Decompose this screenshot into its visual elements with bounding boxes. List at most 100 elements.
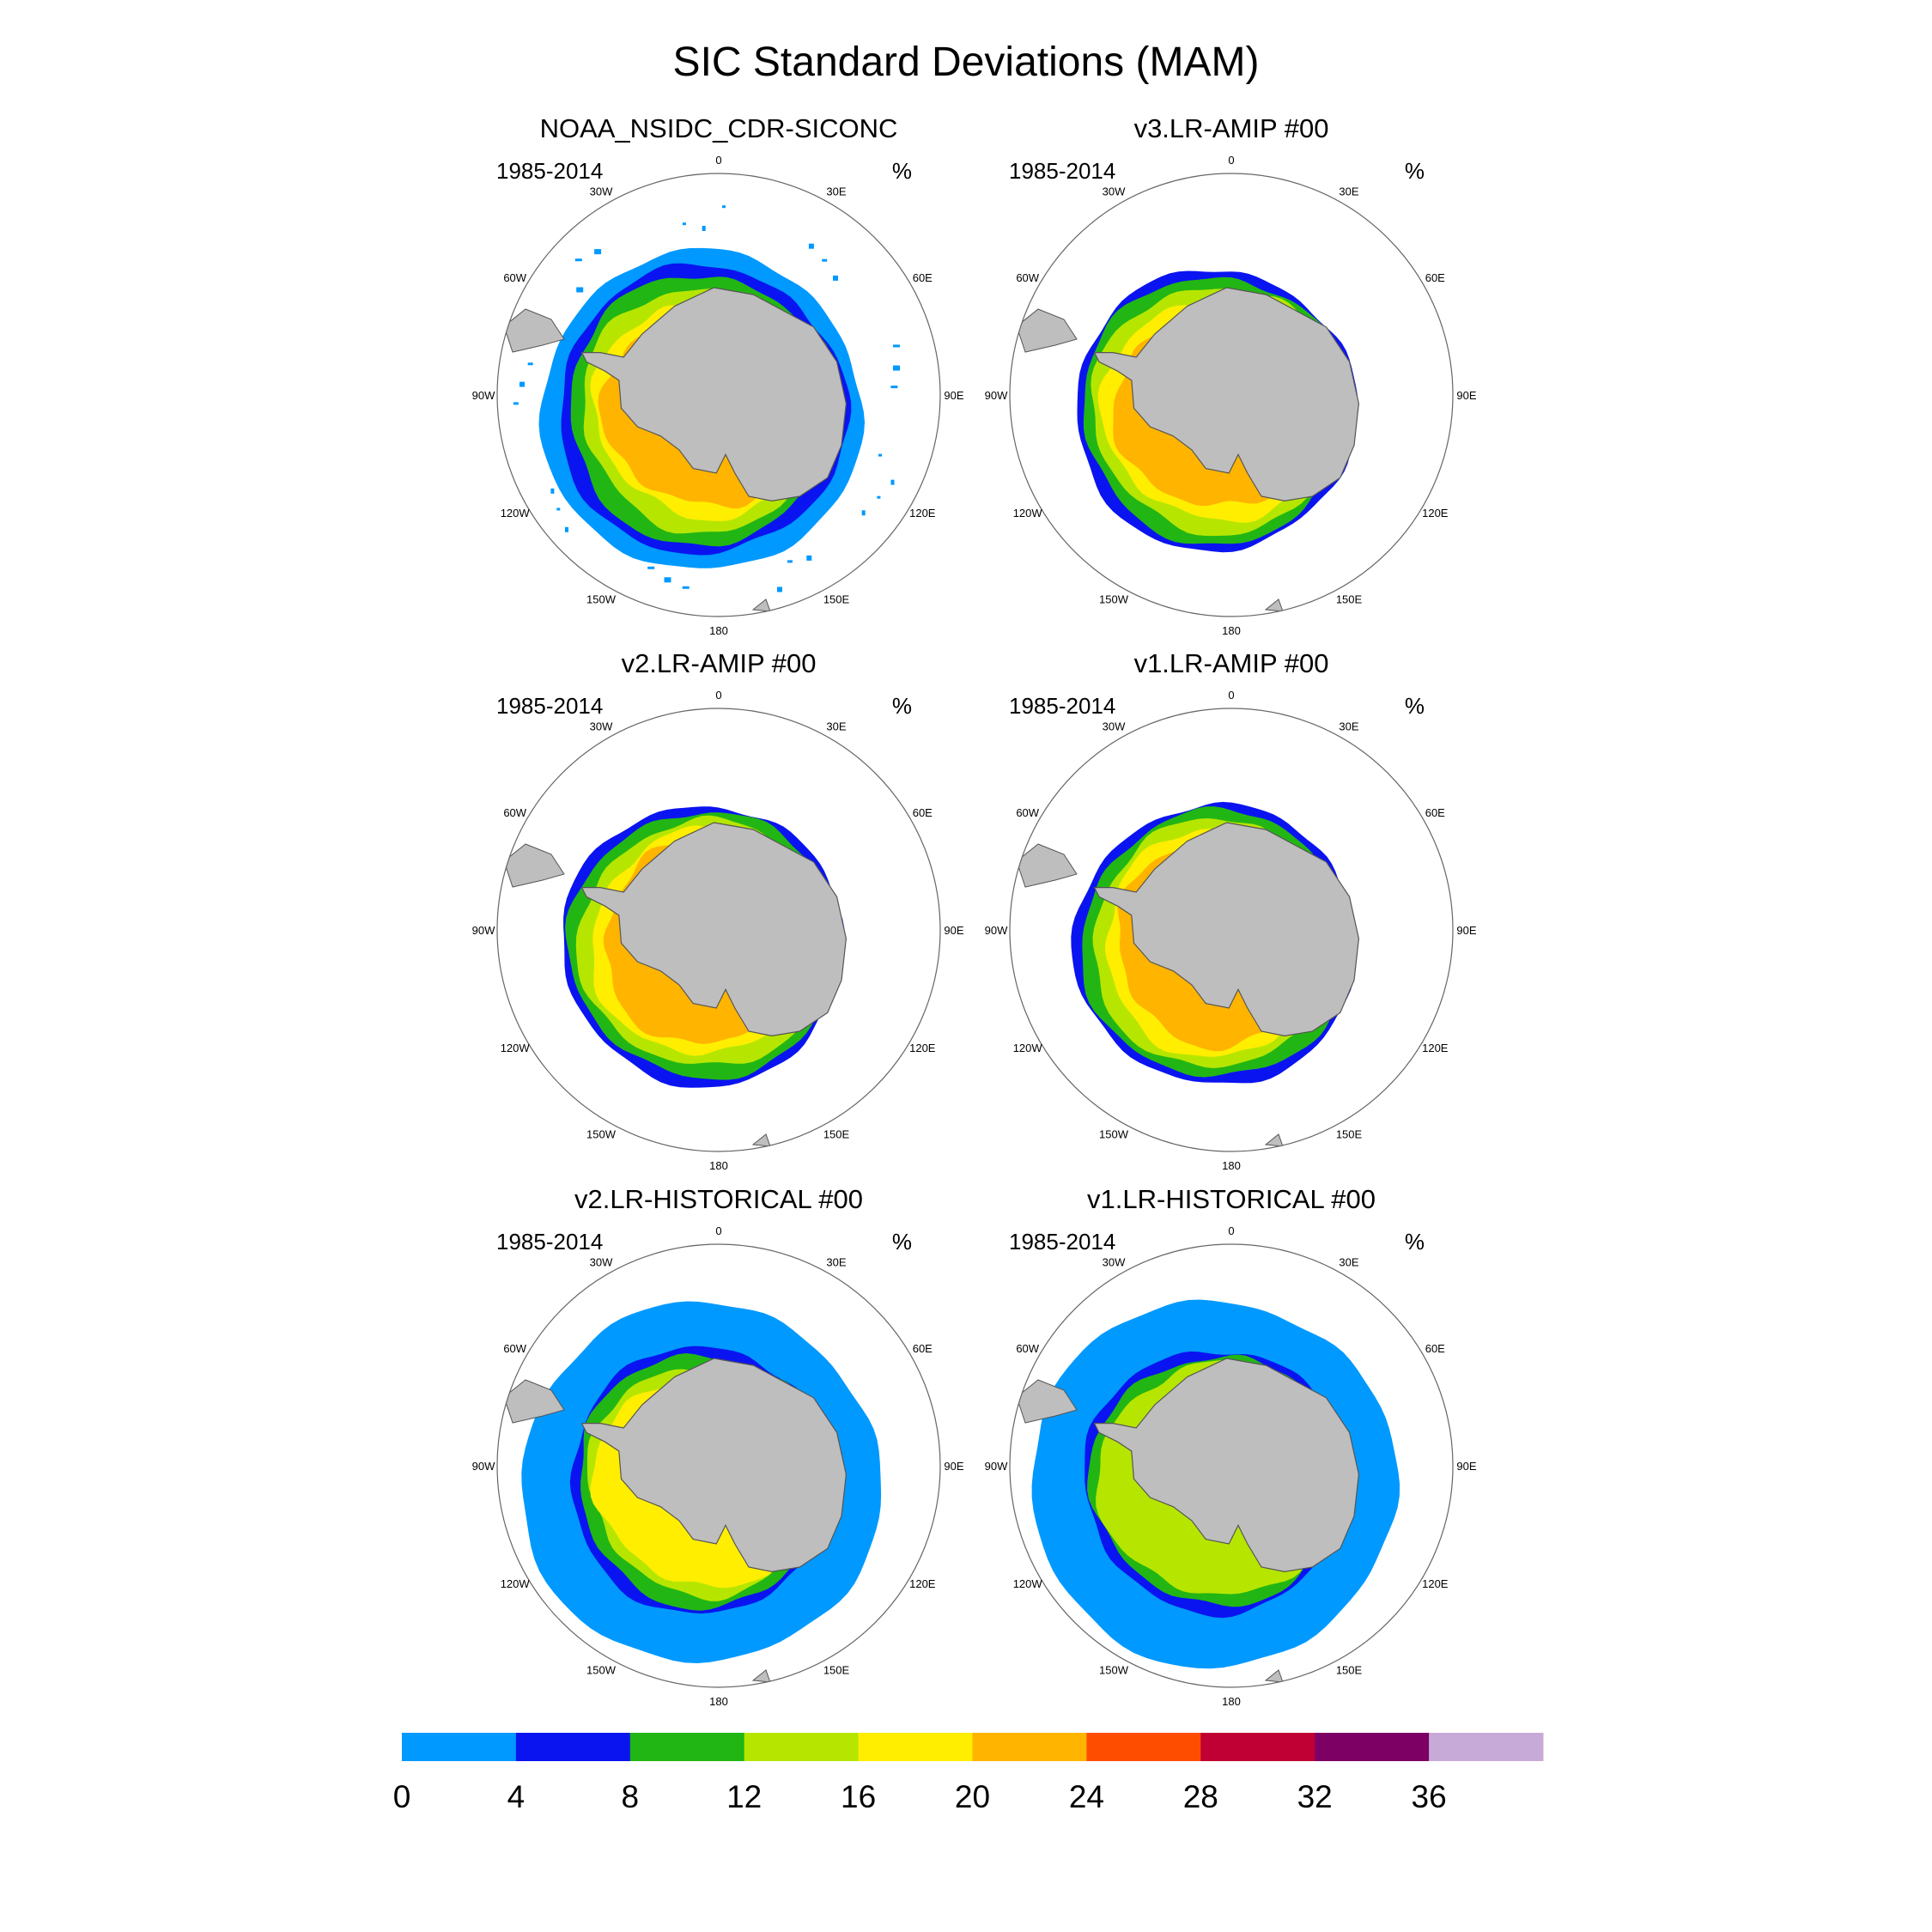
longitude-label: 120W (501, 507, 531, 519)
new-zealand-land (1264, 1133, 1284, 1147)
south-america-land (1016, 843, 1078, 888)
sic-fragment (861, 510, 866, 516)
longitude-label: 30W (590, 720, 613, 733)
color-bar-swatch (1315, 1733, 1430, 1761)
longitude-label: 60E (1425, 271, 1445, 284)
sic-fragment (893, 365, 900, 371)
sic-fragment (702, 226, 706, 231)
longitude-label: 90W (985, 389, 1008, 402)
sic-fragment (808, 243, 814, 249)
sic-fragment (664, 577, 671, 583)
map-boundary-circle (1009, 1243, 1454, 1688)
new-zealand-land (751, 1133, 771, 1147)
south-america-land (1016, 1379, 1078, 1424)
color-bar: 0 4 8 12 16 20 24 28 32 36 (393, 1733, 1544, 1814)
sic-fragment (722, 205, 726, 209)
sic-fragment (550, 488, 555, 494)
sic-fragment (576, 287, 584, 293)
longitude-label: 60W (1016, 806, 1039, 819)
color-bar-swatch (515, 1733, 631, 1761)
longitude-label: 120W (1013, 1577, 1043, 1590)
longitude-label: 60W (1016, 1342, 1039, 1355)
south-america-land (503, 843, 565, 888)
color-bar-tick-label: 28 (1183, 1779, 1218, 1814)
longitude-label: 150E (823, 1127, 850, 1140)
color-bar-tick-label: 0 (393, 1779, 411, 1814)
longitude-label: 180 (1222, 624, 1241, 637)
color-bar-swatch (744, 1733, 860, 1761)
map-panel: 0 30E 60E 90E 120E 150E 180 150W 120W 90W 60W 30W v1… (985, 648, 1477, 1172)
panel-title: NOAA_NSIDC_CDR-SICONC (540, 113, 898, 143)
color-bar-tick-label: 12 (726, 1779, 762, 1814)
panel-title: v1.LR-HISTORICAL #00 (1087, 1184, 1376, 1214)
longitude-label: 60W (503, 1342, 526, 1355)
map-boundary-circle (1009, 173, 1454, 617)
sic-fragment (893, 344, 900, 348)
panel-period-label: 1985-2014 (1009, 158, 1115, 184)
longitude-label: 120E (909, 507, 936, 519)
longitude-label: 90E (944, 389, 963, 402)
map-boundary-circle (496, 708, 941, 1152)
color-bar-swatch (402, 1733, 517, 1761)
panel-title: v3.LR-AMIP #00 (1134, 113, 1329, 143)
panel-unit-label: % (1405, 1229, 1425, 1255)
longitude-label: 60W (503, 806, 526, 819)
map-panel: 0 30E 60E 90E 120E 150E 180 150W 120W 90W 60W 30W v2… (472, 1184, 964, 1708)
longitude-label: 30E (1339, 720, 1358, 733)
antarctica-land (580, 822, 848, 1037)
longitude-label: 90W (472, 1460, 495, 1473)
longitude-label: 120E (1422, 1042, 1449, 1054)
color-bar-tick-label: 24 (1069, 1779, 1104, 1814)
panel-unit-label: % (892, 158, 912, 184)
longitude-label: 150E (1336, 592, 1363, 605)
new-zealand-land (751, 1669, 771, 1683)
longitude-label: 60W (503, 271, 526, 284)
longitude-label: 0 (1228, 154, 1234, 167)
longitude-label: 150E (823, 1663, 850, 1676)
longitude-label: 0 (715, 154, 721, 167)
antarctica-land (1093, 822, 1360, 1037)
sic-fragment (878, 453, 882, 457)
sic-fragment (777, 586, 782, 592)
longitude-label: 120W (1013, 507, 1043, 519)
antarctica-land (580, 287, 848, 502)
longitude-label: 180 (1222, 1159, 1241, 1172)
longitude-label: 0 (1228, 689, 1234, 702)
longitude-label: 30E (1339, 1256, 1358, 1269)
sic-fragment (565, 526, 568, 532)
longitude-label: 180 (709, 1159, 728, 1172)
longitude-label: 90E (944, 1460, 963, 1473)
longitude-label: 90W (985, 924, 1008, 937)
longitude-label: 120E (1422, 507, 1449, 519)
longitude-label: 0 (715, 1224, 721, 1237)
color-bar-tick-label: 36 (1412, 1779, 1447, 1814)
longitude-label: 120E (909, 1577, 936, 1590)
longitude-label: 90W (472, 389, 495, 402)
longitude-label: 150E (1336, 1663, 1363, 1676)
longitude-label: 90E (1456, 1460, 1476, 1473)
panel-period-label: 1985-2014 (1009, 1229, 1115, 1255)
sic-fragment (890, 479, 895, 485)
longitude-label: 0 (1228, 1224, 1234, 1237)
panel-period-label: 1985-2014 (496, 693, 603, 719)
longitude-label: 30W (590, 1256, 613, 1269)
sic-fragment (519, 381, 525, 387)
longitude-label: 60E (1425, 1342, 1445, 1355)
color-bar-swatch (858, 1733, 973, 1761)
sic-fragment (513, 402, 519, 405)
color-bar-swatch (1200, 1733, 1315, 1761)
color-bar-tick-label: 20 (955, 1779, 990, 1814)
sic-fragment (574, 258, 582, 262)
sic-fragment (594, 249, 602, 255)
sic-fragment (787, 560, 793, 563)
new-zealand-land (1264, 1669, 1284, 1683)
panel-period-label: 1985-2014 (496, 158, 603, 184)
antarctica-land (1093, 287, 1360, 502)
color-bar-tick-label: 8 (622, 1779, 640, 1814)
color-bar-tick-label: 4 (507, 1779, 526, 1814)
longitude-label: 150E (1336, 1127, 1363, 1140)
antarctica-land (580, 1358, 848, 1573)
longitude-label: 120W (501, 1042, 531, 1054)
panel-unit-label: % (1405, 158, 1425, 184)
